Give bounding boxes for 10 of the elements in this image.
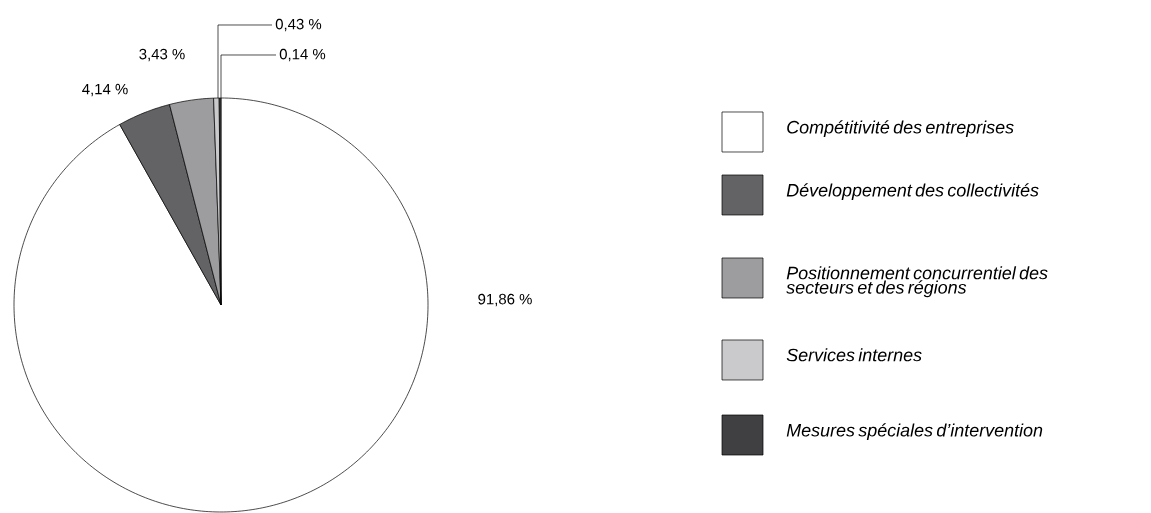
legend-label: Services internes [786, 348, 922, 362]
data-label: 91,86 % [478, 293, 532, 307]
legend-label: Développement des collectivités [786, 183, 1039, 201]
legend-label: Positionnement concurrentiel des secteurs et des régions [786, 266, 1048, 298]
data-label: 0,43 % [275, 18, 322, 32]
legend-label: Compétitivité des entreprises [787, 120, 1014, 138]
data-label: 4,14 % [82, 83, 128, 97]
data-label: 3,43 % [139, 48, 185, 62]
legend-label: Mesures spéciales d’intervention [786, 423, 1043, 441]
data-label: 0,14 % [279, 48, 326, 62]
